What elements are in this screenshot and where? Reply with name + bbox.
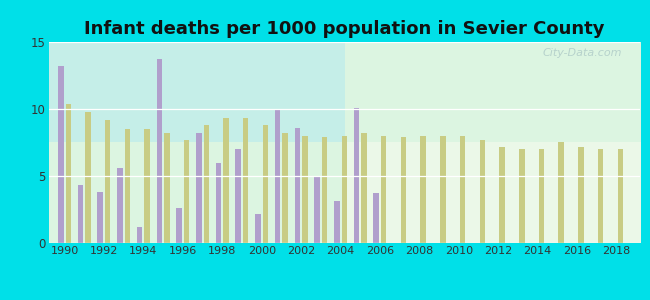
Bar [275,109,280,243]
Bar [117,168,123,243]
Bar [499,146,505,243]
Bar [196,133,202,243]
Bar [381,136,387,243]
Bar [105,120,111,243]
Bar [618,149,623,243]
Bar [255,214,261,243]
Bar [440,136,446,243]
Bar [137,227,142,243]
Bar [322,137,328,243]
Bar [361,133,367,243]
Bar [78,185,83,243]
Bar [235,149,241,243]
Bar [203,125,209,243]
Bar [302,136,307,243]
Bar [539,149,544,243]
Bar [578,146,584,243]
Bar [400,137,406,243]
Bar [125,129,130,243]
Bar [294,128,300,243]
Bar [519,149,525,243]
Bar [85,112,91,243]
Bar [341,136,347,243]
Bar [164,133,170,243]
Bar [66,103,71,243]
Bar [315,176,320,243]
Bar [598,149,603,243]
Bar [282,133,288,243]
Bar [98,192,103,243]
Bar [144,129,150,243]
Bar [374,194,379,243]
Bar [263,125,268,243]
Bar [243,118,248,243]
Bar [480,140,485,243]
Title: Infant deaths per 1000 population in Sevier County: Infant deaths per 1000 population in Sev… [84,20,604,38]
Bar [176,208,182,243]
Bar [157,59,162,243]
Legend: Sevier County, Tennessee: Sevier County, Tennessee [222,298,467,300]
Bar [558,142,564,243]
Bar [223,118,229,243]
Bar [460,136,465,243]
Bar [58,66,64,243]
Bar [354,108,359,243]
Bar [421,136,426,243]
Bar [334,202,339,243]
Bar [184,140,189,243]
Bar [216,163,221,243]
Text: City-Data.com: City-Data.com [543,48,623,58]
